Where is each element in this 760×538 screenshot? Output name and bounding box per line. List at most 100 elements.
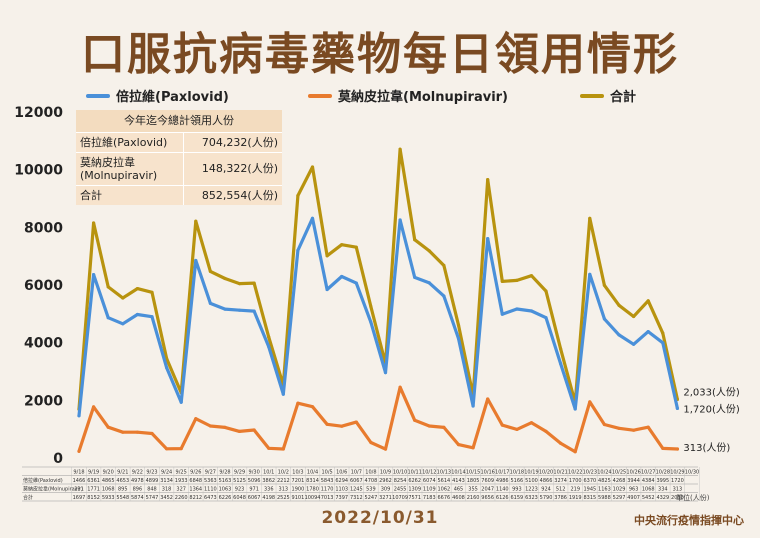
table-cell: 1029: [613, 487, 626, 493]
data-point-total: [413, 238, 417, 242]
data-point-total: [92, 221, 96, 225]
table-cell: 1919: [569, 495, 582, 501]
table-cell: 4143: [452, 478, 465, 484]
y-tick-label: 6000: [24, 278, 63, 294]
data-point-molnupiravir: [135, 430, 139, 434]
data-point-molnupiravir: [500, 423, 504, 427]
table-cell: 6126: [496, 495, 509, 501]
table-row-header: 倍拉維(Paxlovid): [23, 477, 63, 484]
table-cell: 6067: [350, 478, 363, 484]
table-cell: 219: [570, 487, 580, 493]
table-cell: 9101: [292, 495, 305, 501]
x-tick-label: 10/16: [480, 470, 494, 476]
data-point-paxlovid: [325, 287, 329, 292]
data-point-paxlovid: [340, 274, 344, 279]
data-point-molnupiravir: [106, 425, 110, 429]
table-cell: 3862: [262, 478, 275, 484]
table-cell: 5933: [102, 495, 115, 501]
data-point-paxlovid: [442, 294, 446, 298]
table-cell: 7183: [423, 495, 436, 501]
table-cell: 5100: [525, 478, 538, 484]
data-point-paxlovid: [252, 309, 256, 313]
table-cell: 318: [162, 487, 172, 493]
data-point-paxlovid: [588, 272, 592, 276]
data-point-paxlovid: [602, 317, 607, 321]
x-tick-label: 9/21: [117, 470, 128, 476]
data-point-total: [617, 303, 621, 307]
table-cell: 3995: [656, 478, 669, 484]
data-point-molnupiravir: [165, 447, 169, 451]
data-point-total: [310, 165, 315, 169]
x-tick-label: 10/23: [583, 470, 597, 476]
data-point-molnupiravir: [515, 427, 519, 431]
data-point-total: [456, 323, 461, 327]
end-value-label-total: 2,033(人份): [683, 386, 740, 398]
table-cell: 10709: [392, 495, 408, 501]
x-tick-label: 10/29: [670, 470, 684, 476]
table-cell: 896: [133, 487, 143, 493]
table-cell: 2160: [467, 495, 480, 501]
x-tick-label: 10/8: [365, 470, 376, 476]
table-cell: 4708: [365, 478, 378, 484]
table-cell: 2033: [671, 495, 684, 501]
data-point-molnupiravir: [544, 429, 548, 433]
legend-label-molnupiravir: 莫納皮拉韋(Molnupiravir): [338, 90, 509, 105]
data-point-total: [325, 254, 329, 258]
page-title: 口服抗病毒藥物每日領用情形: [81, 29, 679, 80]
data-point-total: [296, 194, 300, 198]
table-cell: 4907: [627, 495, 640, 501]
table-cell: 313: [673, 487, 683, 493]
data-point-molnupiravir: [252, 428, 256, 432]
table-cell: 4608: [452, 495, 465, 501]
data-point-paxlovid: [413, 275, 417, 279]
table-cell: 8314: [306, 478, 319, 484]
x-tick-label: 10/6: [336, 470, 347, 476]
data-point-molnupiravir: [588, 400, 592, 404]
data-point-molnupiravir: [602, 422, 607, 427]
data-point-molnupiravir: [398, 385, 402, 389]
data-point-molnupiravir: [267, 446, 271, 450]
data-point-total: [515, 278, 519, 282]
data-point-molnupiravir: [456, 443, 461, 447]
table-cell: 2525: [277, 495, 290, 501]
table-cell: 4899: [146, 478, 159, 484]
table-cell: 4978: [131, 478, 144, 484]
data-point-paxlovid: [121, 322, 125, 326]
data-point-paxlovid: [223, 307, 227, 311]
table-cell: 8315: [583, 495, 596, 501]
x-tick-label: 10/2: [278, 470, 289, 476]
x-tick-label: 10/1: [263, 470, 274, 476]
data-point-paxlovid: [165, 366, 169, 370]
table-cell: 313: [279, 487, 289, 493]
data-point-total: [194, 219, 198, 223]
data-point-total: [486, 178, 490, 182]
data-point-paxlovid: [617, 333, 621, 337]
table-cell: 2047: [481, 487, 494, 493]
unit-note: 單位(人份): [676, 494, 710, 502]
table-cell: 2455: [394, 487, 407, 493]
x-tick-label: 10/10: [393, 470, 407, 476]
table-cell: 1062: [438, 487, 451, 493]
data-point-total: [106, 285, 110, 289]
table-cell: 4653: [116, 478, 129, 484]
data-point-paxlovid: [383, 371, 388, 375]
data-point-paxlovid: [179, 400, 183, 404]
y-tick-label: 10000: [14, 163, 63, 179]
x-tick-label: 10/25: [612, 470, 626, 476]
data-point-total: [121, 296, 125, 300]
table-cell: 309: [381, 487, 391, 493]
table-cell: 1110: [204, 487, 217, 493]
summary-header: 今年迄今總計領用人份: [76, 110, 282, 132]
data-point-molnupiravir: [325, 422, 329, 426]
data-point-paxlovid: [310, 216, 315, 220]
series-line-molnupiravir: [77, 385, 680, 454]
table-cell: 1109: [423, 487, 436, 493]
table-cell: 1805: [467, 478, 480, 484]
table-cell: 1223: [525, 487, 538, 493]
x-tick-label: 10/13: [437, 470, 451, 476]
table-cell: 6473: [204, 495, 217, 501]
table-cell: 5843: [321, 478, 334, 484]
x-tick-label: 9/22: [132, 470, 143, 476]
legend-item-total: 合計: [580, 86, 636, 105]
